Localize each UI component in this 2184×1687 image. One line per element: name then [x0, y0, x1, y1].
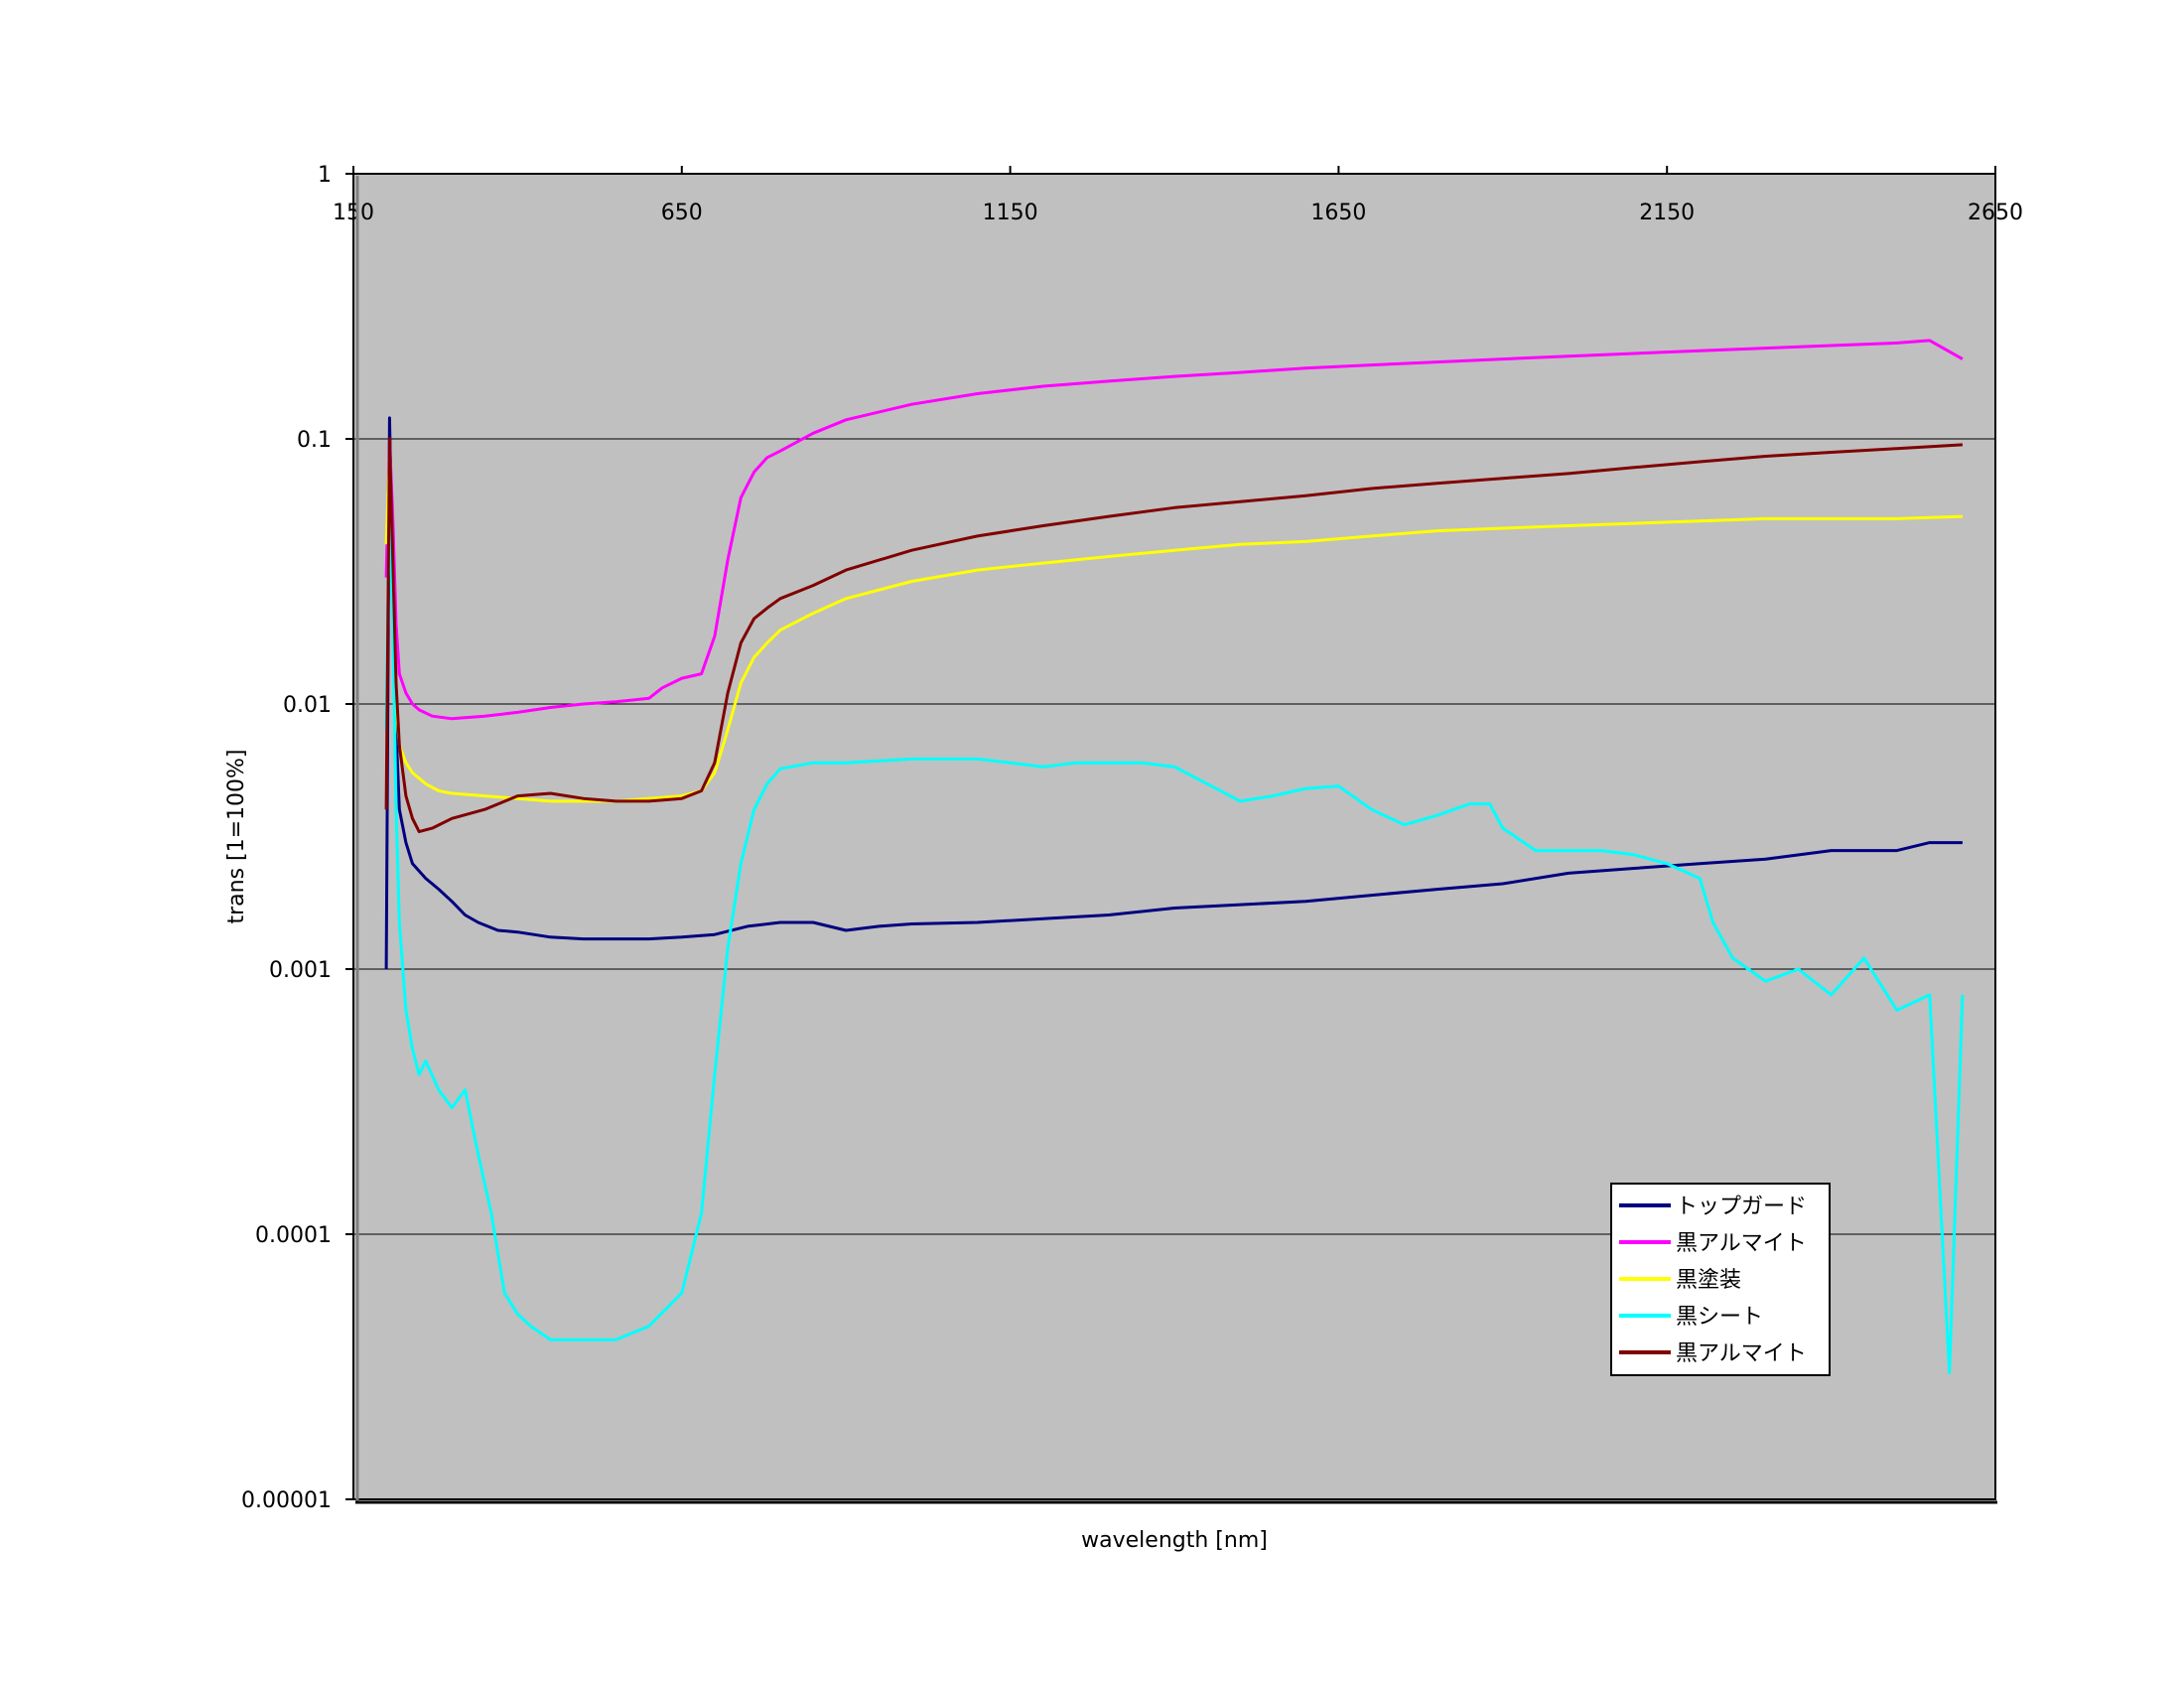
y-axis: 1 0.1 0.01 0.001 0.0001 0.00001 — [241, 163, 353, 1513]
y-tick-label: 0.00001 — [241, 1488, 332, 1513]
y-tick-label: 0.001 — [269, 958, 332, 983]
series-line-3 — [384, 456, 1963, 803]
x-tick-label: 1650 — [1310, 201, 1366, 225]
series-line-4 — [384, 495, 1965, 1375]
x-axis-title: wavelength [nm] — [1081, 1528, 1268, 1553]
x-tick-label: 650 — [661, 201, 703, 225]
series-line-2 — [384, 339, 1964, 721]
x-tick-label: 2150 — [1639, 201, 1695, 225]
y-tick-label: 0.1 — [297, 428, 332, 453]
legend-label: 黒シート — [1676, 1305, 1763, 1330]
y-axis-title: trans [1=100%] — [224, 749, 249, 923]
y-tick-label: 0.0001 — [255, 1223, 332, 1248]
series-lines — [384, 339, 1965, 1375]
x-axis: 150 650 1150 1650 2150 2650 — [333, 166, 2023, 225]
plot-frame — [352, 173, 1996, 1500]
legend-label: 黒アルマイト — [1676, 1341, 1807, 1366]
series-line-1 — [384, 416, 1963, 970]
x-tick-label: 1150 — [983, 201, 1038, 225]
legend-label: 黒アルマイト — [1676, 1231, 1807, 1256]
gridlines — [353, 438, 1995, 1235]
series-line-5 — [384, 437, 1963, 834]
y-tick-label: 0.01 — [283, 693, 332, 718]
legend-label: 黒塗装 — [1676, 1268, 1741, 1293]
legend-label: トップガード — [1676, 1195, 1807, 1219]
y-tick-label: 1 — [318, 163, 332, 188]
